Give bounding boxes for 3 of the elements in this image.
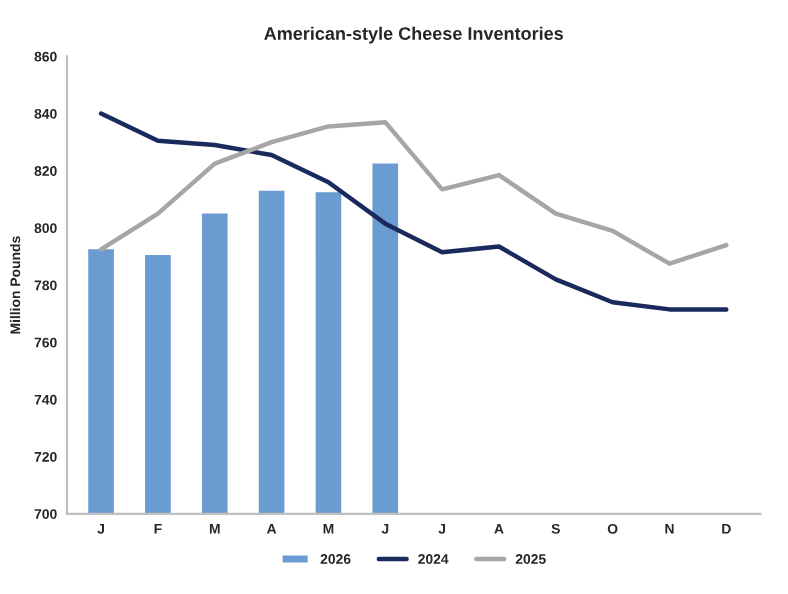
- line-series: [98, 119, 729, 266]
- line-series: [98, 111, 729, 312]
- chart-title: American-style Cheese Inventories: [264, 26, 563, 44]
